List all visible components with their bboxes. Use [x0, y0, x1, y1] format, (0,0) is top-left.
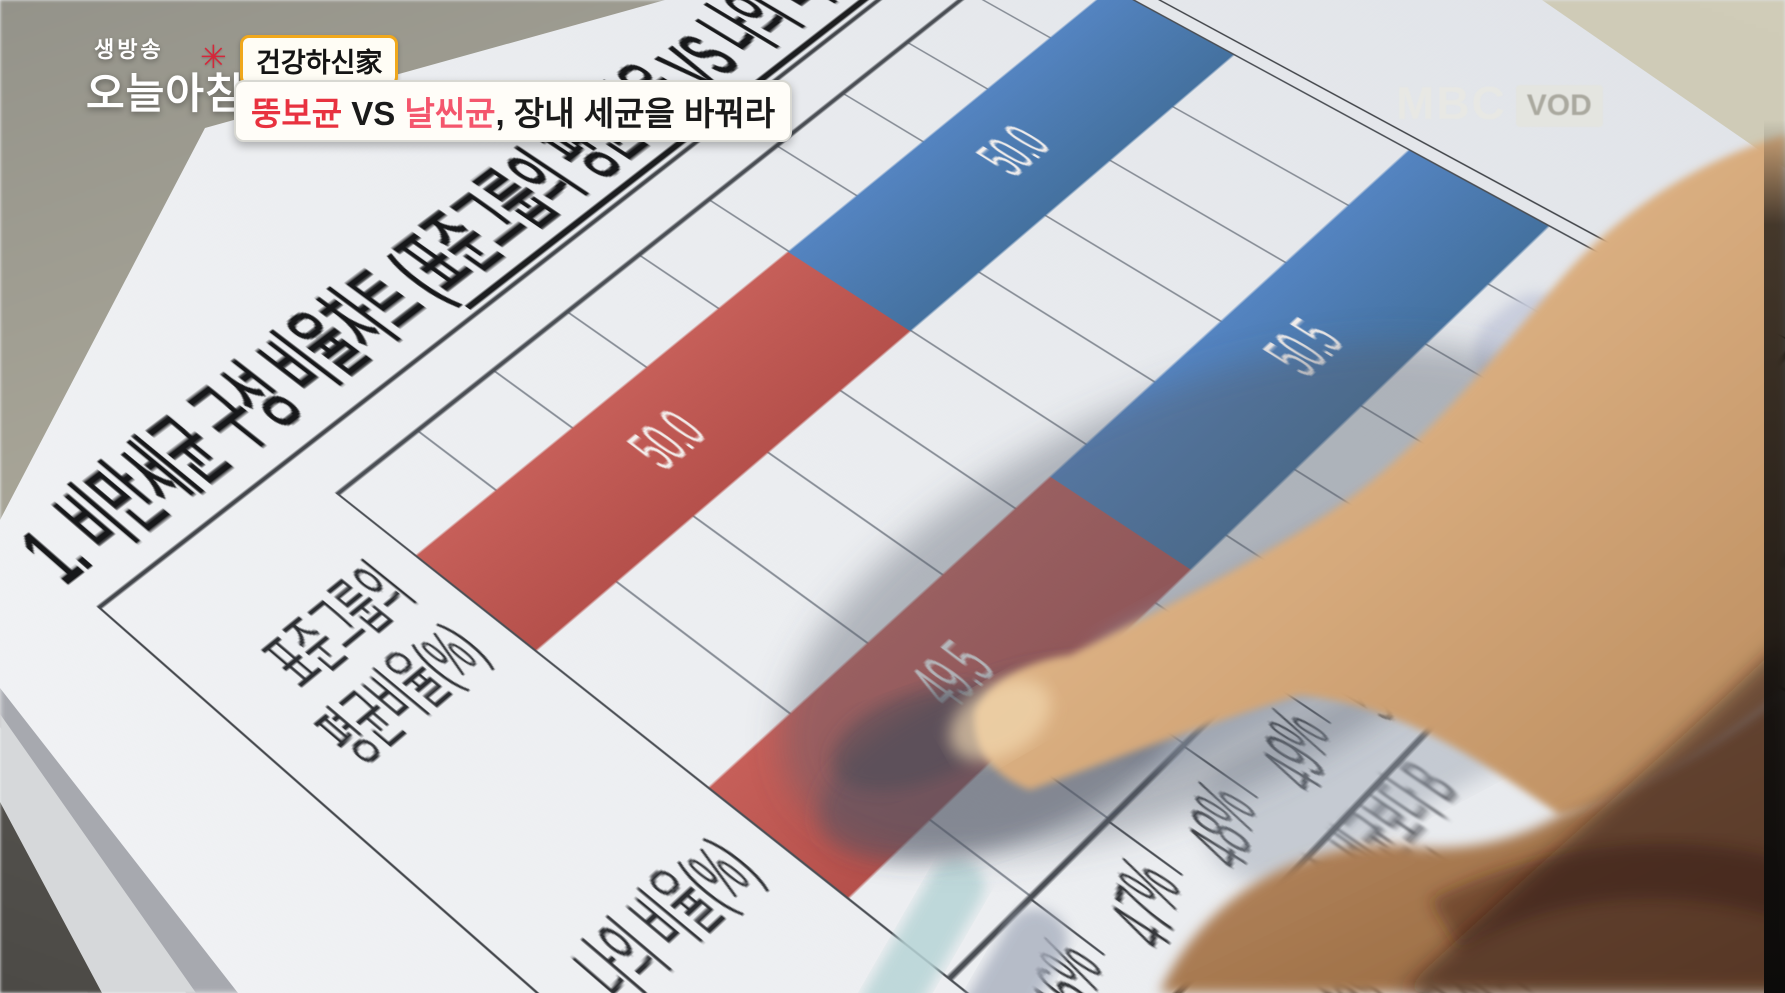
- bar-value-label: 50.0: [612, 398, 724, 483]
- segment-badge: 건강하신家: [240, 35, 399, 86]
- headline-rest: , 장내 세균을 바꿔라: [495, 95, 776, 132]
- bar-value-label: 49.5: [893, 627, 1015, 725]
- program-logo-main: 오늘아침: [86, 70, 245, 117]
- headline-slim: 날씬균: [404, 95, 496, 132]
- mbc-logo: MBC: [1396, 77, 1507, 129]
- channel-watermark: MBC VOD: [1396, 76, 1603, 131]
- headline-fat: 뚱보균: [251, 95, 343, 132]
- bar-value-label: 50.5: [1247, 307, 1363, 390]
- headline-vs: VS: [342, 95, 405, 132]
- vod-badge: VOD: [1515, 85, 1603, 127]
- starburst-icon: ✳: [200, 39, 227, 75]
- bar-value-label: 50.0: [961, 115, 1068, 188]
- headline-banner: 뚱보균 VS 날씬균, 장내 세균을 바꿔라: [234, 80, 793, 142]
- program-logo-small: 생방송: [94, 37, 164, 62]
